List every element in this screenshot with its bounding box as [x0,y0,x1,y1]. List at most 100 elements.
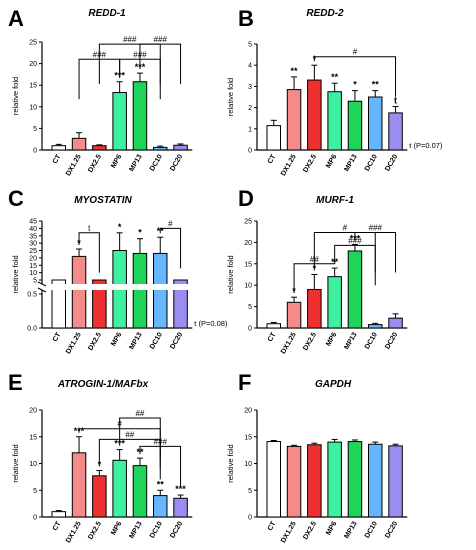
category-label: DX1.25 [65,331,83,355]
panel-title: ATROGIN-1/MAFbx [57,379,149,390]
bar-dc10 [153,495,168,518]
y-tick-label: 2 [248,105,252,112]
y-axis-label: relative fold [226,444,235,482]
bar-dc10 [368,324,383,329]
category-label: DC20 [169,153,184,172]
category-label: CT [52,520,63,532]
y-tick-label: 15 [244,261,252,268]
significance-mark: * [118,222,122,232]
panel-letter: D [238,186,254,211]
bar-dx2-5 [307,79,322,151]
bracket-label: # [353,48,358,57]
panel-B: B REDD-2 0 1 2 3 4 5 relative fold CT ** DX1.25 * DX2… [226,6,443,177]
y-axis-label: relative fold [226,78,235,116]
bar-mp13 [132,465,148,518]
bar-dc20 [388,317,403,329]
significance-bracket [139,445,182,487]
bracket-label: ### [154,437,168,446]
category-label: CT [267,153,278,165]
bar-dc20 [388,445,403,518]
y-tick-label: 0.5 [27,292,37,299]
panel-letter: E [8,370,23,395]
category-label: MP6 [325,331,338,347]
bar-dc10 [153,252,168,329]
y-tick-label: 10 [29,270,37,277]
bar-ct [266,323,281,329]
category-label: DC10 [149,520,164,539]
bar-mp13 [132,252,148,329]
y-tick-label: 20 [29,255,37,262]
category-label: DX2.5 [302,331,318,351]
significance-mark: *** [175,484,186,494]
bar-dx1-25 [286,89,302,151]
panel-letter: A [8,6,24,31]
y-tick-label: 25 [244,219,252,226]
significance-mark: ** [157,479,165,489]
bar-ct [51,145,66,151]
panel-letter: B [238,6,254,31]
category-label: DX1.25 [65,520,83,544]
y-axis-label: relative fold [11,255,20,293]
panel-title: REDD-1 [88,8,126,19]
bracket-label: ### [123,35,137,44]
y-tick-label: 10 [244,283,252,290]
category-label: MP13 [128,520,143,539]
y-tick-label: 10 [29,104,37,111]
y-tick-label: 5 [248,42,252,49]
y-tick-label: 45 [29,219,37,226]
bar-dx1-25 [71,452,87,518]
y-tick-label: 3 [248,84,252,91]
bar-dc20 [173,144,188,151]
category-label: DC20 [169,520,184,539]
category-label: MP13 [128,331,143,350]
p-value-note: t (P=0.08) [194,319,228,328]
significance-mark: ** [372,80,380,90]
y-tick-label: 0 [248,326,252,333]
bar-mp13 [132,81,148,151]
category-label: DX1.25 [280,520,298,544]
y-tick-label: 30 [29,241,37,248]
bracket-label: ### [348,236,362,245]
bar-dx1-25 [71,137,87,151]
y-tick-label: 15 [29,263,37,270]
bracket-label: # [168,219,173,228]
significance-bracket [78,232,100,273]
bar-dx2-5 [92,145,107,151]
panel-title: MURF-1 [316,195,354,206]
p-value-note: t (P=0.07) [409,141,443,150]
significance-bracket [98,438,161,480]
category-label: DX2.5 [302,153,318,173]
bar-mp13 [347,441,363,518]
panel-title: GAPDH [315,379,352,390]
y-tick-label: 40 [29,226,37,233]
category-label: DX1.25 [65,153,83,177]
y-tick-label: 5 [33,488,37,495]
bar-dx1-25 [286,301,302,329]
bracket-label: t [88,224,91,233]
panel-E: E ATROGIN-1/MAFbx 0 5 10 15 20 relative fold CT *… [8,370,193,544]
bar-mp6 [327,91,342,151]
category-label: DC10 [149,331,164,350]
bar-mp13 [347,250,363,329]
significance-mark: ** [331,72,339,82]
bar-mp6 [112,92,127,151]
category-label: MP13 [128,153,143,172]
bracket-label: ### [154,35,168,44]
bar-dc20 [388,112,403,151]
significance-bracket [139,43,182,85]
category-label: DC20 [169,331,184,350]
significance-bracket [119,417,161,459]
significance-bracket [354,232,397,273]
significance-mark: ** [291,66,299,76]
y-tick-label: 4 [248,63,252,70]
category-label: MP13 [343,520,358,539]
bar-ct [266,441,281,518]
panel-F: F GAPDH 0 5 10 15 20 relative fold CT DX1.25 DX2.5… [226,370,408,544]
panel-A: A REDD-1 0 5 10 15 20 25 relative fold CT DX1.25 DX… [8,6,193,177]
significance-bracket [159,227,182,269]
y-tick-label: 15 [29,434,37,441]
category-label: MP6 [110,153,123,169]
bar-dx1-25 [71,255,87,329]
bar-mp6 [327,441,342,518]
y-axis-label: relative fold [226,255,235,293]
